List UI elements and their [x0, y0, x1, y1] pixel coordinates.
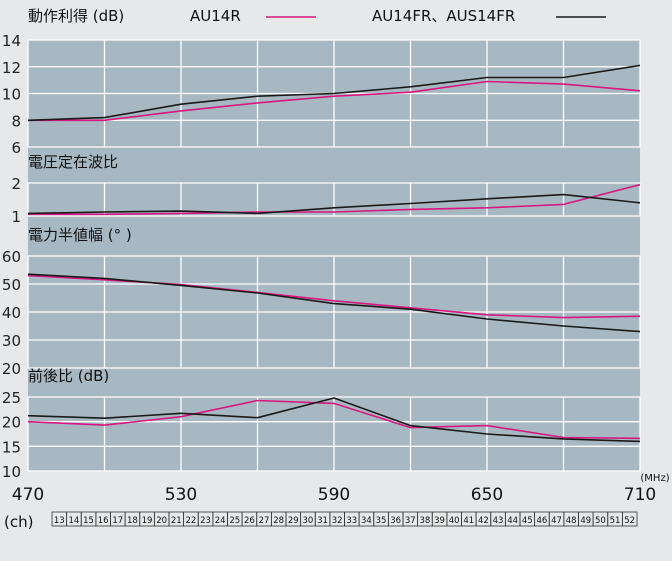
x-tick-label: 710 — [624, 485, 656, 505]
channel-number: 32 — [332, 516, 343, 526]
y-tick-label: 15 — [2, 438, 21, 456]
channel-number: 30 — [303, 516, 314, 526]
channel-number: 46 — [537, 516, 548, 526]
channel-number: 51 — [610, 516, 621, 526]
channel-number: 50 — [595, 516, 606, 526]
legend-label: AU14R — [190, 7, 241, 25]
series-line — [28, 183, 641, 216]
x-tick-label: 530 — [165, 485, 197, 505]
panel-gap — [28, 369, 640, 396]
channel-number: 31 — [317, 516, 328, 526]
channel-label: (ch) — [4, 513, 33, 531]
channel-number: 13 — [54, 516, 65, 526]
channel-number: 49 — [580, 516, 591, 526]
y-tick-label: 10 — [2, 463, 21, 481]
y-tick-label: 25 — [2, 389, 21, 407]
series-line — [27, 397, 641, 443]
panel-gap — [28, 217, 640, 255]
series-line — [27, 64, 641, 122]
channel-number: 19 — [142, 516, 153, 526]
channel-number: 34 — [361, 516, 372, 526]
channel-number: 20 — [156, 516, 167, 526]
channel-cell — [621, 511, 638, 527]
y-tick-label: 14 — [2, 32, 21, 50]
channel-number: 52 — [624, 516, 635, 526]
x-tick-label: 470 — [12, 485, 44, 505]
channel-number: 37 — [405, 516, 416, 526]
channel-number: 41 — [463, 516, 474, 526]
y-tick-label: 50 — [2, 276, 21, 294]
channel-number: 45 — [522, 516, 533, 526]
channel-number: 38 — [420, 516, 431, 526]
y-tick-label: 6 — [11, 139, 21, 157]
channel-number: 22 — [186, 516, 197, 526]
panel-title: 電力半値幅 (° ) — [28, 226, 132, 244]
y-tick-label: 2 — [11, 175, 21, 193]
series-line — [28, 80, 641, 122]
panel-title: 動作利得 (dB) — [28, 7, 124, 25]
channel-number: 24 — [215, 516, 226, 526]
channel-number: 33 — [346, 516, 357, 526]
channel-number: 23 — [200, 516, 211, 526]
channel-number: 27 — [259, 516, 270, 526]
channel-number: 15 — [83, 516, 94, 526]
channel-number: 42 — [478, 516, 489, 526]
channel-number: 14 — [69, 516, 80, 526]
channel-number: 17 — [112, 516, 123, 526]
series-line — [27, 193, 641, 215]
panel-gap — [28, 148, 640, 182]
channel-number: 18 — [127, 516, 138, 526]
channel-number: 36 — [390, 516, 401, 526]
channel-number: 25 — [229, 516, 240, 526]
series-line — [27, 399, 641, 440]
x-unit-label: (MHz) — [640, 473, 669, 484]
y-tick-label: 40 — [2, 304, 21, 322]
y-tick-label: 20 — [2, 414, 21, 432]
channel-number: 29 — [288, 516, 299, 526]
channel-number: 48 — [566, 516, 577, 526]
panel-title: 前後比 (dB) — [28, 367, 109, 385]
series-line — [27, 273, 641, 333]
x-tick-label: 650 — [471, 485, 503, 505]
channel-number: 47 — [551, 516, 562, 526]
y-tick-label: 60 — [2, 248, 21, 266]
y-tick-label: 30 — [2, 332, 21, 350]
panel-title: 電圧定在波比 — [28, 153, 118, 171]
y-tick-label: 20 — [2, 360, 21, 378]
channel-number: 26 — [244, 516, 255, 526]
x-tick-label: 590 — [318, 485, 350, 505]
y-tick-label: 12 — [2, 59, 21, 77]
channel-number: 16 — [98, 516, 109, 526]
channel-number: 21 — [171, 516, 182, 526]
y-tick-label: 10 — [2, 86, 21, 104]
y-tick-label: 8 — [11, 112, 21, 130]
channel-number: 40 — [449, 516, 460, 526]
channel-number: 44 — [507, 516, 518, 526]
legend-label: AU14FR、AUS14FR — [372, 7, 515, 25]
channel-number: 39 — [434, 516, 445, 526]
channel-number: 43 — [493, 516, 504, 526]
channel-number: 35 — [376, 516, 387, 526]
y-tick-label: 1 — [11, 208, 21, 226]
channel-number: 28 — [273, 516, 284, 526]
